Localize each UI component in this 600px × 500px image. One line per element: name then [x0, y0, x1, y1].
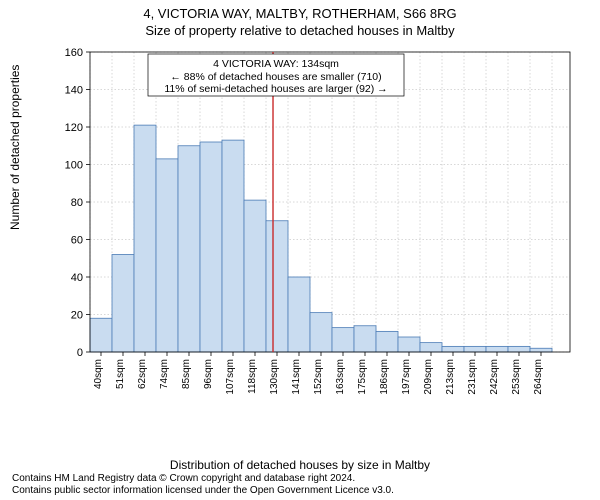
svg-text:11% of semi-detached houses ar: 11% of semi-detached houses are larger (…	[164, 83, 387, 95]
svg-text:163sqm: 163sqm	[335, 359, 346, 395]
svg-text:40: 40	[71, 272, 83, 284]
svg-text:120: 120	[65, 122, 83, 134]
svg-text:140: 140	[65, 85, 83, 97]
svg-text:160: 160	[65, 47, 83, 59]
svg-text:4 VICTORIA WAY: 134sqm: 4 VICTORIA WAY: 134sqm	[213, 58, 339, 70]
footnote: Contains HM Land Registry data © Crown c…	[12, 473, 588, 496]
svg-text:20: 20	[71, 310, 83, 322]
svg-text:118sqm: 118sqm	[247, 359, 258, 394]
chart-area: 0 20 40 60 80 100 120 140 160 40sqm 51sqm 62sqm 74sq…	[60, 46, 575, 416]
svg-text:186sqm: 186sqm	[379, 359, 390, 395]
title-main: 4, VICTORIA WAY, MALTBY, ROTHERHAM, S66 …	[0, 0, 600, 21]
svg-text:231sqm: 231sqm	[467, 359, 478, 395]
svg-text:130sqm: 130sqm	[269, 359, 280, 395]
footnote-line1: Contains HM Land Registry data © Crown c…	[12, 473, 355, 484]
svg-text:175sqm: 175sqm	[357, 359, 368, 395]
svg-text:197sqm: 197sqm	[401, 359, 412, 395]
svg-text:209sqm: 209sqm	[423, 359, 434, 395]
svg-text:74sqm: 74sqm	[159, 359, 170, 389]
svg-text:80: 80	[71, 197, 83, 209]
svg-text:152sqm: 152sqm	[313, 359, 324, 395]
svg-text:40sqm: 40sqm	[93, 359, 104, 389]
svg-text:51sqm: 51sqm	[115, 359, 126, 389]
svg-text:242sqm: 242sqm	[489, 359, 500, 395]
svg-text:60: 60	[71, 235, 83, 247]
svg-text:213sqm: 213sqm	[445, 359, 456, 395]
svg-text:62sqm: 62sqm	[137, 359, 148, 389]
svg-text:85sqm: 85sqm	[181, 359, 192, 389]
svg-text:264sqm: 264sqm	[533, 359, 544, 395]
svg-text:141sqm: 141sqm	[291, 359, 302, 395]
title-sub: Size of property relative to detached ho…	[0, 21, 600, 38]
svg-text:107sqm: 107sqm	[225, 359, 236, 395]
svg-text:0: 0	[77, 347, 83, 359]
x-axis-label: Distribution of detached houses by size …	[0, 458, 600, 472]
svg-text:253sqm: 253sqm	[511, 359, 522, 395]
svg-text:96sqm: 96sqm	[203, 359, 214, 389]
footnote-line2: Contains public sector information licen…	[12, 485, 394, 496]
svg-text:100: 100	[65, 160, 83, 172]
y-axis-label: Number of detached properties	[8, 65, 22, 230]
histogram-plot: 0 20 40 60 80 100 120 140 160 40sqm 51sqm 62sqm 74sq…	[60, 46, 575, 416]
svg-text:← 88% of detached houses are s: ← 88% of detached houses are smaller (71…	[170, 71, 381, 83]
